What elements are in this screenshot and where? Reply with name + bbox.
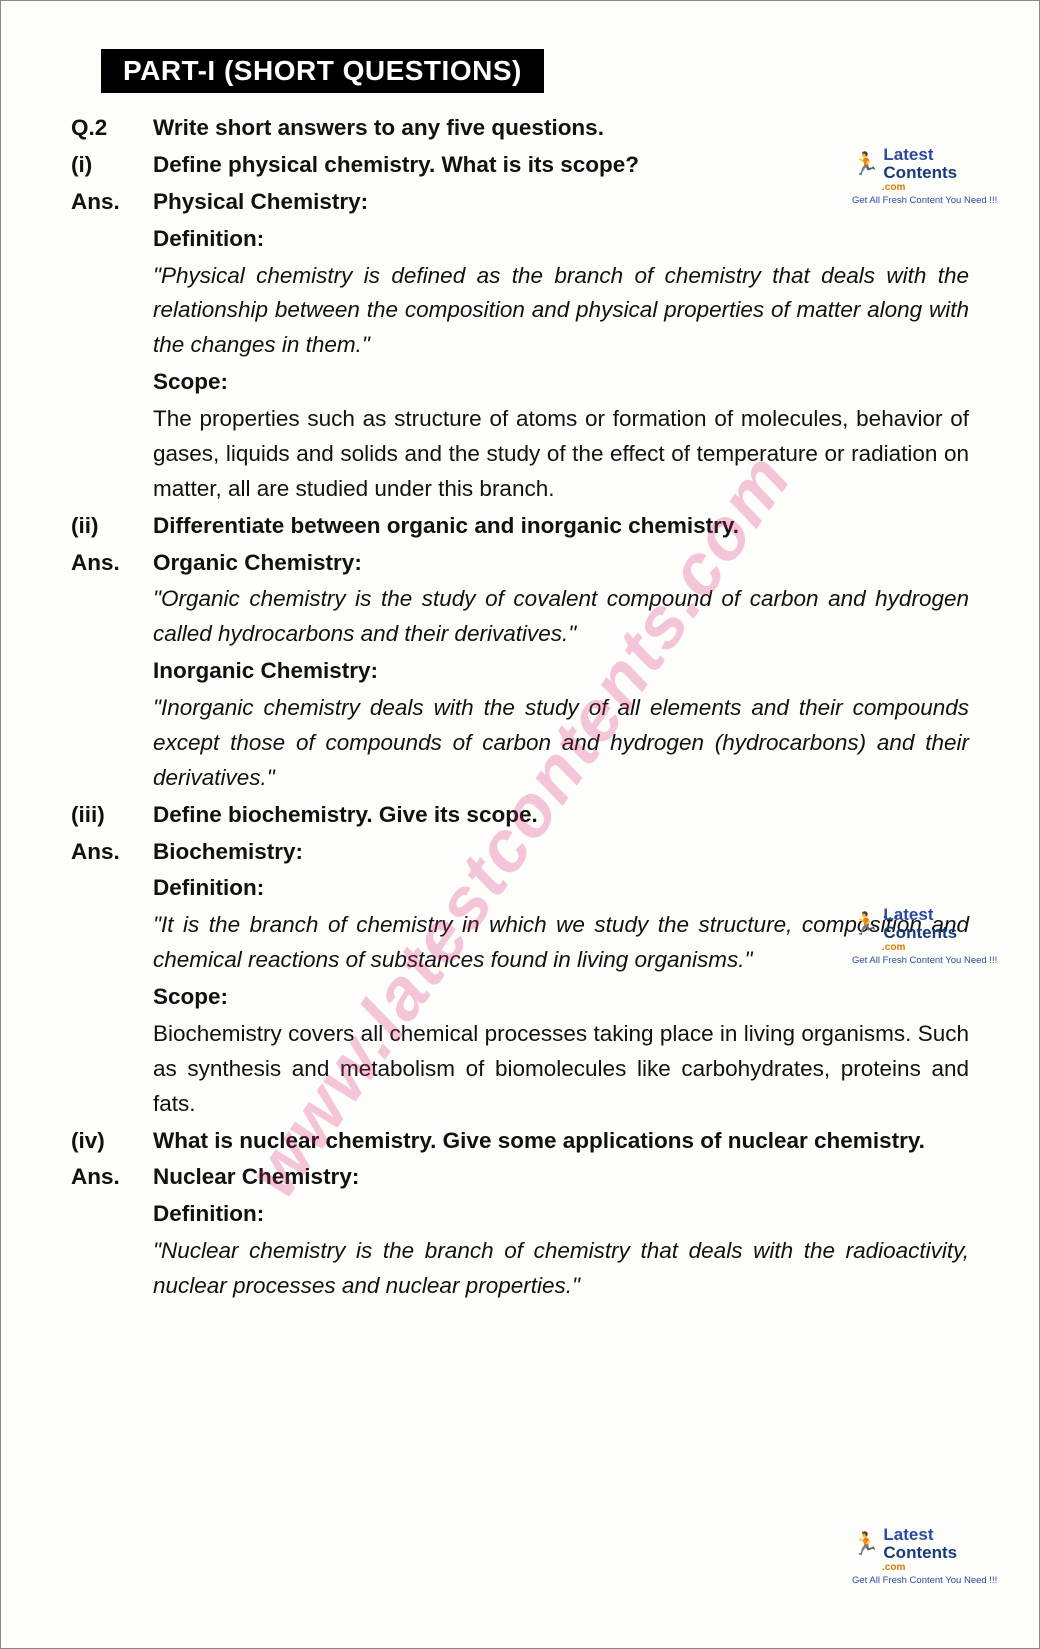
content-row: (iv)What is nuclear chemistry. Give some… [71,1124,969,1159]
row-text: Scope: [153,365,969,400]
brand-tagline: Get All Fresh Content You Need !!! [852,955,1017,966]
runner-icon: 🏃 [852,153,879,175]
content-row: Definition: [71,222,969,257]
brand-line2: Contents [883,923,957,942]
brand-logo: 🏃 LatestContents .com Get All Fresh Cont… [852,1526,1017,1586]
row-text: Write short answers to any five question… [153,111,969,146]
row-label: (iii) [71,798,153,833]
content-row: Ans.Physical Chemistry: [71,185,969,220]
row-text: Inorganic Chemistry: [153,654,969,689]
row-text: "It is the branch of chemistry in which … [153,908,969,978]
row-text: Define biochemistry. Give its scope. [153,798,969,833]
content-row: Ans.Biochemistry: [71,835,969,870]
content-row: "Nuclear chemistry is the branch of chem… [71,1234,969,1304]
content-row: (i)Define physical chemistry. What is it… [71,148,969,183]
row-text: Nuclear Chemistry: [153,1160,969,1195]
section-title: PART-I (SHORT QUESTIONS) [101,49,544,93]
row-text: "Organic chemistry is the study of coval… [153,582,969,652]
row-label: Ans. [71,185,153,220]
brand-line2: Contents [883,1543,957,1562]
content-row: Ans.Organic Chemistry: [71,546,969,581]
brand-line1: Latest [883,1525,933,1544]
content-row: Inorganic Chemistry: [71,654,969,689]
row-label: (ii) [71,509,153,544]
content-row: Scope: [71,980,969,1015]
content-row: "Inorganic chemistry deals with the stud… [71,691,969,796]
content-row: "Organic chemistry is the study of coval… [71,582,969,652]
content-row: Scope: [71,365,969,400]
content-row: "It is the branch of chemistry in which … [71,908,969,978]
brand-dotcom: .com [882,942,1017,953]
row-text: "Physical chemistry is defined as the br… [153,259,969,364]
row-text: What is nuclear chemistry. Give some app… [153,1124,969,1159]
runner-icon: 🏃 [852,913,879,935]
brand-line2: Contents [883,163,957,182]
row-label: Ans. [71,546,153,581]
content-row: The properties such as structure of atom… [71,402,969,507]
row-text: Differentiate between organic and inorga… [153,509,969,544]
content-row: (iii)Define biochemistry. Give its scope… [71,798,969,833]
content-row: Ans.Nuclear Chemistry: [71,1160,969,1195]
row-label: Q.2 [71,111,153,146]
content-row: Biochemistry covers all chemical process… [71,1017,969,1122]
brand-logo: 🏃 LatestContents .com Get All Fresh Cont… [852,146,1017,206]
row-text: Biochemistry: [153,835,969,870]
row-label: Ans. [71,1160,153,1195]
row-text: Define physical chemistry. What is its s… [153,148,969,183]
brand-dotcom: .com [882,1562,1017,1573]
content-row: "Physical chemistry is defined as the br… [71,259,969,364]
row-text: Definition: [153,1197,969,1232]
row-text: "Inorganic chemistry deals with the stud… [153,691,969,796]
row-text: Definition: [153,222,969,257]
row-text: Organic Chemistry: [153,546,969,581]
row-text: Biochemistry covers all chemical process… [153,1017,969,1122]
brand-dotcom: .com [882,182,1017,193]
content-row: (ii)Differentiate between organic and in… [71,509,969,544]
row-text: Definition: [153,871,969,906]
brand-tagline: Get All Fresh Content You Need !!! [852,1575,1017,1586]
row-text: Scope: [153,980,969,1015]
content-row: Q.2Write short answers to any five quest… [71,111,969,146]
row-text: Physical Chemistry: [153,185,969,220]
brand-tagline: Get All Fresh Content You Need !!! [852,195,1017,206]
document-body: Q.2Write short answers to any five quest… [71,111,969,1304]
document-page: www.latestcontents.com PART-I (SHORT QUE… [0,0,1040,1649]
row-text: "Nuclear chemistry is the branch of chem… [153,1234,969,1304]
brand-line1: Latest [883,905,933,924]
row-label: Ans. [71,835,153,870]
brand-logo: 🏃 LatestContents .com Get All Fresh Cont… [852,906,1017,966]
row-label: (i) [71,148,153,183]
row-text: The properties such as structure of atom… [153,402,969,507]
content-row: Definition: [71,1197,969,1232]
runner-icon: 🏃 [852,1533,879,1555]
content-row: Definition: [71,871,969,906]
brand-line1: Latest [883,145,933,164]
row-label: (iv) [71,1124,153,1159]
